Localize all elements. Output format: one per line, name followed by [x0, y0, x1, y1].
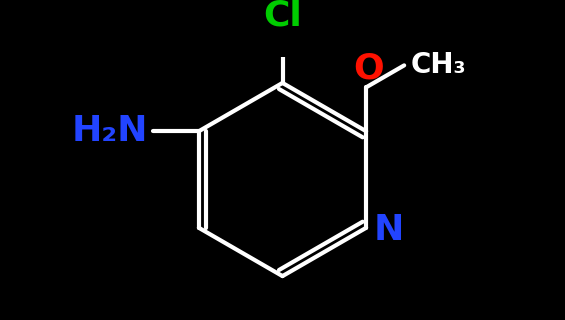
Text: N: N — [374, 213, 405, 247]
Text: O: O — [353, 51, 384, 85]
Text: H₂N: H₂N — [72, 114, 149, 148]
Text: Cl: Cl — [263, 0, 302, 32]
Text: CH₃: CH₃ — [411, 52, 466, 79]
